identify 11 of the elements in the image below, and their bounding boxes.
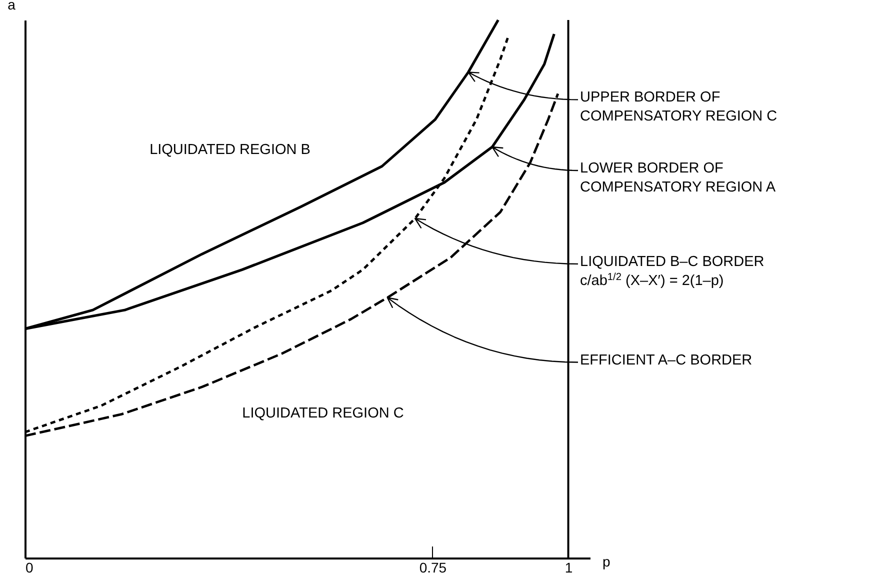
text: LOWER BORDER OF COMPENSATORY REGION A xyxy=(580,160,776,196)
y-axis-title: a xyxy=(8,0,16,12)
x-tick-label: 0 xyxy=(26,560,34,576)
x-tick-label: 0.75 xyxy=(419,560,447,576)
x-axis-title: p xyxy=(602,554,610,570)
x-tick-label: 1 xyxy=(564,560,573,576)
annotation: LIQUIDATED REGION B xyxy=(150,142,310,158)
annotation: LIQUIDATED REGION C xyxy=(242,405,404,422)
text: UPPER BORDER OF COMPENSATORY REGION C xyxy=(580,90,778,125)
text: LIQUIDATED B–C BORDER c/ab$^{1/2}$ (X–X′) = 2(1–p) xyxy=(580,254,764,289)
text: EFFICIENT A–C BORDER xyxy=(580,352,752,368)
